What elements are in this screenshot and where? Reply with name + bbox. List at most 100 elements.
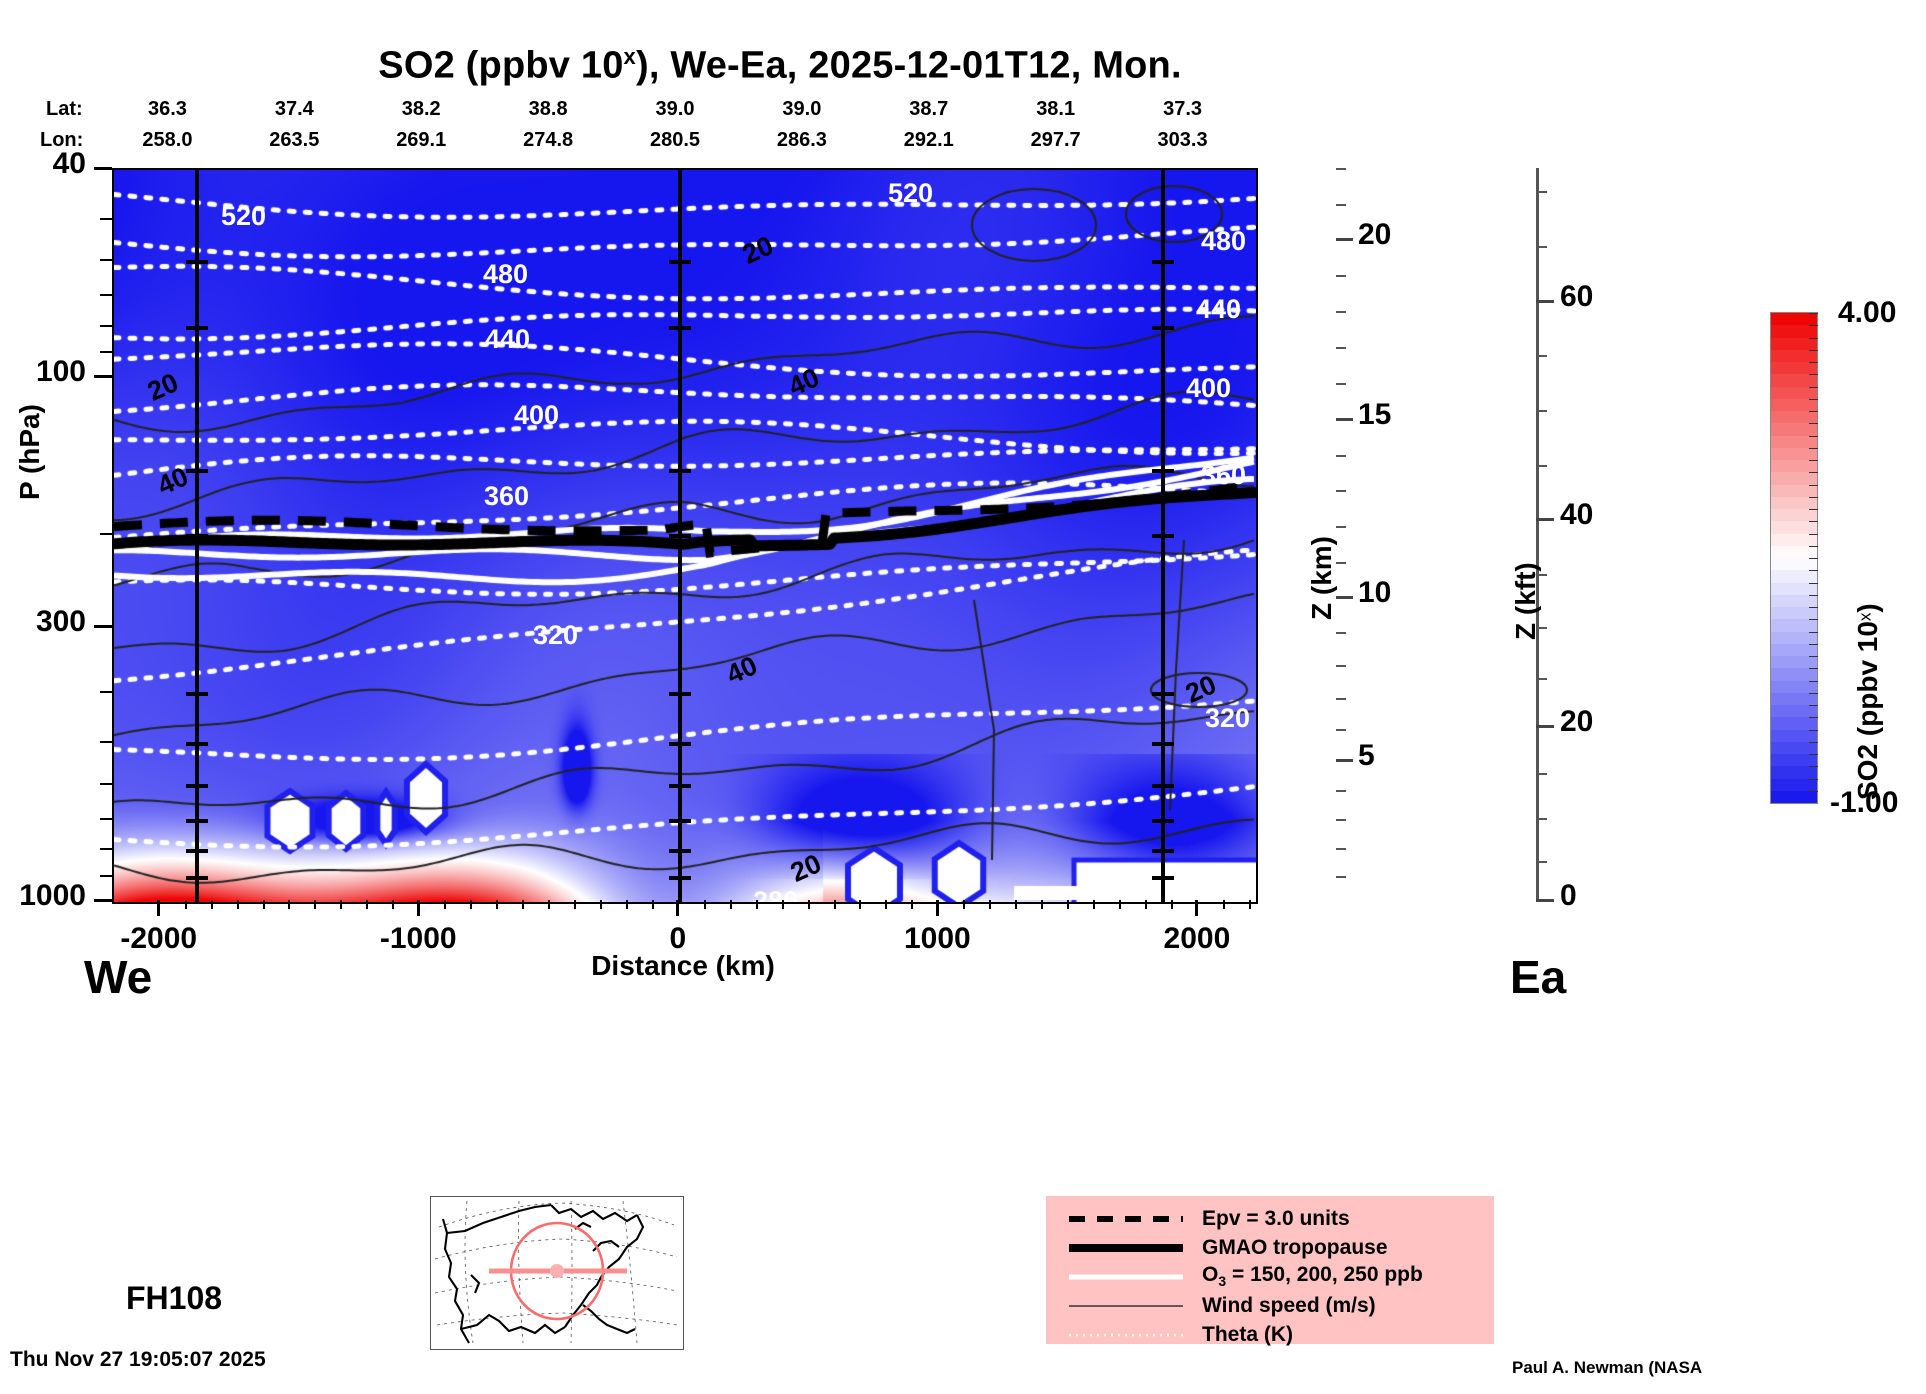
altitude-km-minor-tick: [1336, 526, 1346, 529]
theta-contour-label: 480: [483, 259, 529, 289]
pressure-tick: [94, 899, 112, 902]
distance-minor-tick: [1093, 900, 1096, 909]
altitude-km-minor-tick: [1336, 490, 1346, 493]
longitude-value: 297.7: [1030, 129, 1081, 151]
altitude-km-tick: [1336, 238, 1353, 242]
altitude-kft-axis-title: Z (kft): [1510, 562, 1541, 640]
colorbar-segment: [1771, 509, 1817, 522]
cross-section-plot[interactable]: 520 520 480 480 440 440 400 400 360 360 320 320 280 2…: [112, 168, 1258, 904]
distance-tick: [676, 900, 680, 916]
pressure-minor-tick: [100, 690, 112, 693]
colorbar-tick: [1809, 509, 1818, 510]
distance-minor-tick: [573, 900, 576, 909]
latitude-label: Lat:: [46, 98, 83, 120]
altitude-km-tick-label: 10: [1358, 576, 1392, 610]
altitude-kft-axis: 0 20 40 60: [1536, 168, 1666, 912]
colorbar[interactable]: [1770, 312, 1818, 804]
longitude-value: 280.5: [649, 129, 701, 151]
title-prefix: SO2 (ppbv 10: [378, 44, 624, 87]
pressure-tick-label: 1000: [19, 879, 86, 912]
longitude-values: 258.0 263.5 269.1 274.8 280.5 286.3 292.1 297.7…: [0, 129, 1926, 155]
forecast-hour-label: FH108: [126, 1280, 223, 1316]
altitude-km-tick: [1336, 596, 1353, 600]
colorbar-tick: [1809, 643, 1818, 645]
colorbar-tick: [1809, 533, 1818, 535]
pressure-axis-title: P (hPa): [14, 404, 45, 500]
altitude-km-minor-tick: [1336, 631, 1346, 634]
distance-minor-tick: [470, 900, 473, 909]
legend-item: O3 = 150, 200, 250 ppb: [1050, 1262, 1494, 1291]
colorbar-segment: [1771, 668, 1817, 681]
colorbar-segment: [1771, 472, 1817, 485]
timestamp-footer: Thu Nov 27 19:05:07 2025: [10, 1348, 266, 1371]
pressure-minor-tick: [100, 817, 112, 820]
pressure-tick-label: 100: [35, 355, 86, 389]
inset-location-map[interactable]: [430, 1196, 684, 1350]
colorbar-tick: [1809, 545, 1818, 547]
colorbar-segment: [1771, 313, 1817, 326]
distance-minor-tick: [1170, 900, 1173, 909]
altitude-kft-tick-label: 60: [1560, 279, 1594, 313]
latitude-value: 39.0: [655, 98, 695, 120]
colorbar-tick: [1809, 313, 1818, 314]
colorbar-tick: [1809, 460, 1818, 461]
title-superscript: x: [623, 44, 636, 69]
colorbar-segment: [1771, 754, 1817, 767]
theta-contour-label: 440: [1196, 294, 1242, 324]
altitude-km-minor-tick: [1336, 454, 1346, 457]
distance-tick: [416, 900, 420, 916]
colorbar-tick: [1809, 729, 1818, 731]
distance-minor-tick: [548, 900, 551, 909]
distance-tick-label: 0: [669, 922, 687, 955]
altitude-km-tick-label: 20: [1358, 218, 1392, 252]
legend-item-label: O3 = 150, 200, 250 ppb: [1202, 1263, 1423, 1290]
distance-minor-tick: [314, 900, 317, 909]
pressure-minor-tick: [100, 741, 112, 744]
altitude-km-minor-tick: [1336, 203, 1346, 206]
colorbar-segment: [1771, 631, 1817, 644]
pressure-tick-label: 300: [35, 605, 86, 639]
colorbar-segment: [1771, 607, 1817, 620]
theta-contour-label: 360: [484, 481, 530, 511]
colorbar-segment: [1771, 423, 1817, 436]
colorbar-tick: [1809, 484, 1818, 486]
waypoint-marker-tick: [186, 325, 209, 330]
distance-minor-tick: [1041, 900, 1044, 909]
waypoint-marker-tick: [186, 260, 209, 265]
colorbar-tick: [1809, 594, 1818, 596]
latitude-value: 36.3: [147, 98, 187, 120]
colorbar-tick: [1809, 766, 1818, 768]
waypoint-marker-tick: [1151, 849, 1174, 854]
longitude-value: 274.8: [523, 129, 574, 151]
colorbar-tick: [1809, 362, 1818, 363]
pressure-minor-tick: [100, 294, 112, 297]
colorbar-tick: [1809, 582, 1818, 584]
longitude-value: 286.3: [776, 129, 827, 151]
altitude-kft-minor-tick: [1536, 191, 1547, 194]
contour-label-layer: 520 520 480 480 440 440 400 400 360 360 320 320 280 2…: [114, 170, 1256, 902]
colorbar-segment: [1771, 619, 1817, 632]
altitude-km-minor-tick: [1336, 789, 1346, 792]
theta-contour-label: 280: [753, 886, 799, 904]
waypoint-marker-tick: [1151, 260, 1174, 265]
altitude-km-axis: 5 10 15 20: [1336, 168, 1456, 900]
theta-contour-label: 400: [514, 400, 560, 430]
colorbar-tick: [1809, 741, 1818, 743]
colorbar-tick: [1809, 631, 1818, 633]
altitude-kft-minor-tick: [1536, 772, 1547, 775]
longitude-value: 303.3: [1157, 129, 1208, 151]
waypoint-marker-tick: [186, 468, 209, 473]
distance-axis-title: Distance (km): [591, 950, 775, 981]
colorbar-tick: [1809, 680, 1818, 682]
altitude-km-minor-tick: [1336, 562, 1346, 565]
altitude-kft-tick: [1536, 518, 1554, 522]
distance-minor-tick: [807, 900, 810, 909]
colorbar-tick: [1809, 398, 1818, 400]
distance-minor-tick: [833, 900, 836, 909]
distance-minor-tick: [703, 900, 706, 909]
colorbar-segment: [1771, 521, 1817, 534]
colorbar-min-label: -1.00: [1830, 786, 1899, 819]
waypoint-marker-tick: [668, 468, 691, 473]
pressure-axis: 40 100 300 1000: [0, 147, 112, 912]
distance-minor-tick: [496, 900, 499, 909]
